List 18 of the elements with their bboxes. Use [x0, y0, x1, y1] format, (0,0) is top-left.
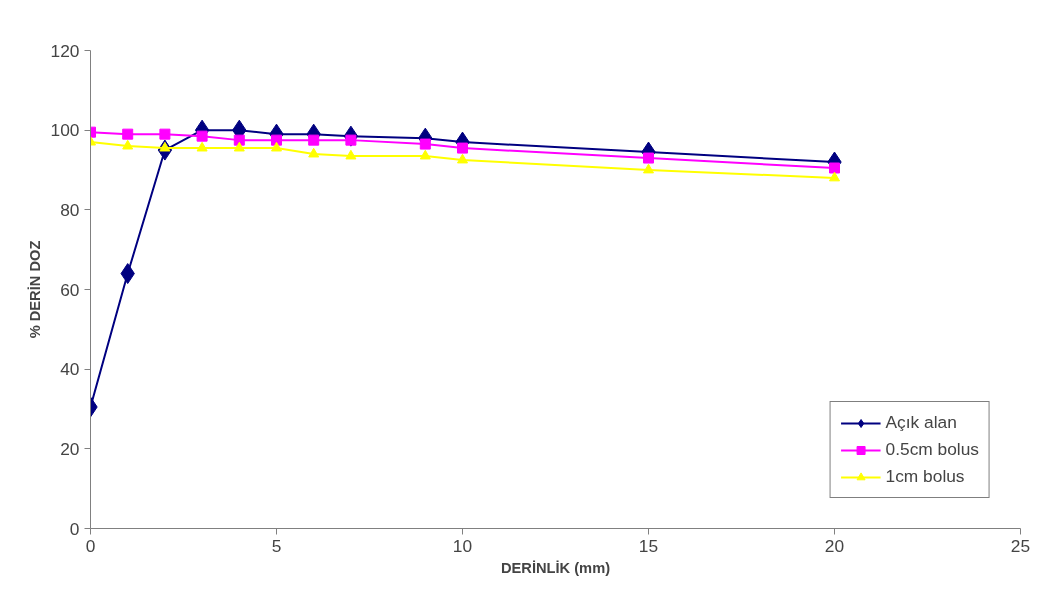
legend-label: 0.5cm bolus: [885, 439, 979, 460]
y-tick-label: 60: [60, 279, 80, 300]
x-tick-label: 25: [1010, 535, 1031, 556]
y-tick-label: 80: [60, 199, 80, 220]
y-tick-label: 20: [60, 438, 80, 459]
x-axis-title: DERİNLİK (mm): [500, 559, 611, 576]
legend-label: Açık alan: [885, 412, 957, 433]
y-tick-label: 40: [60, 359, 80, 380]
x-tick-label: 0: [85, 535, 96, 556]
x-tick-label: 5: [271, 535, 282, 556]
y-axis-title: % DERİN DOZ: [26, 240, 43, 339]
y-tick-label: 0: [69, 518, 80, 539]
x-tick-label: 20: [824, 535, 845, 556]
x-tick-label: 15: [638, 535, 659, 556]
y-tick-label: 120: [50, 40, 80, 61]
legend-label: 1cm bolus: [885, 466, 965, 487]
x-tick-label: 10: [452, 535, 473, 556]
y-tick-label: 100: [50, 120, 80, 141]
